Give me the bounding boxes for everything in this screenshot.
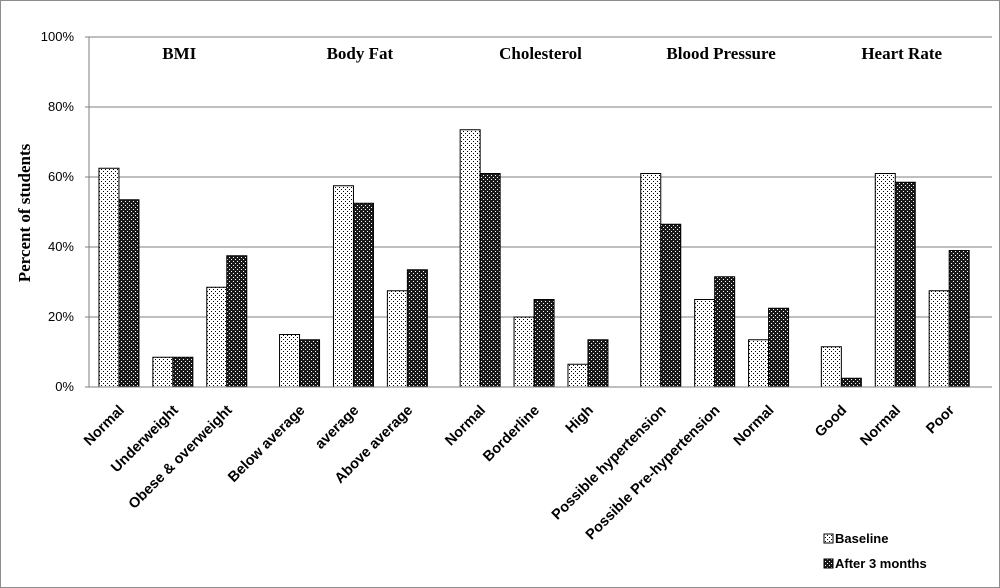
bar-baseline — [928, 290, 950, 388]
x-category-label: Normal — [442, 403, 489, 450]
bar-baseline — [748, 339, 770, 388]
bar-after-3-months — [226, 255, 248, 388]
bar-baseline — [459, 129, 481, 388]
legend-swatch-after — [823, 558, 834, 569]
bar-baseline — [640, 173, 662, 388]
legend: Baseline After 3 months — [823, 531, 927, 571]
bar-after-3-months — [894, 181, 916, 388]
bar-after-3-months — [587, 339, 609, 388]
bar-after-3-months — [118, 199, 140, 388]
bar-after-3-months — [840, 377, 862, 388]
x-category-label: Normal — [81, 403, 128, 450]
bar-baseline — [820, 346, 842, 388]
y-axis-title: Percent of students — [15, 143, 34, 282]
bar-after-3-months — [714, 276, 736, 388]
y-tick-label: 80% — [48, 99, 74, 114]
x-category-label: Below average — [225, 403, 308, 486]
x-category-label: Poor — [923, 402, 958, 437]
y-tick-label: 0% — [55, 379, 74, 394]
bar-baseline — [513, 316, 535, 388]
group-title: Blood Pressure — [666, 44, 776, 63]
bar-baseline — [206, 286, 228, 388]
bar-baseline — [98, 167, 120, 388]
legend-label-after: After 3 months — [835, 556, 927, 571]
group-title: Heart Rate — [861, 44, 942, 63]
bar-after-3-months — [172, 356, 194, 388]
bar-baseline — [152, 356, 174, 388]
bar-baseline — [332, 185, 354, 388]
bar-after-3-months — [299, 339, 321, 388]
bar-baseline — [567, 363, 589, 388]
bar-baseline — [694, 299, 716, 388]
group-titles: BMI Body Fat Cholesterol Blood Pressure Hear… — [162, 44, 942, 63]
bar-after-3-months — [479, 173, 501, 388]
x-category-label: Obese & overweight — [126, 402, 236, 512]
bar-after-3-months — [352, 202, 374, 388]
legend-swatch-baseline — [823, 533, 834, 544]
y-tick-label: 20% — [48, 309, 74, 324]
x-category-label: average — [312, 403, 362, 453]
x-category-label: High — [563, 403, 597, 437]
bar-after-3-months — [948, 250, 970, 388]
group-title: Body Fat — [327, 44, 394, 63]
group-title: BMI — [162, 44, 196, 63]
bar-after-3-months — [768, 307, 790, 388]
bar-baseline — [279, 334, 301, 388]
bar-baseline — [386, 290, 408, 388]
x-category-label: Borderline — [480, 403, 543, 466]
x-category-label: Normal — [731, 403, 778, 450]
y-axis-ticks: 0% 20% 40% 60% 80% 100% — [41, 29, 89, 394]
axes — [88, 37, 992, 388]
bar-after-3-months — [660, 223, 682, 388]
x-category-label: Good — [812, 403, 850, 441]
bars — [98, 129, 970, 388]
gridlines — [89, 36, 992, 318]
bar-after-3-months — [533, 299, 555, 388]
x-category-label: Normal — [857, 403, 904, 450]
group-title: Cholesterol — [499, 44, 582, 63]
bar-after-3-months — [406, 269, 428, 388]
bar-baseline — [874, 173, 896, 388]
y-tick-label: 60% — [48, 169, 74, 184]
legend-label-baseline: Baseline — [835, 531, 888, 546]
y-tick-label: 100% — [41, 29, 75, 44]
y-tick-label: 40% — [48, 239, 74, 254]
